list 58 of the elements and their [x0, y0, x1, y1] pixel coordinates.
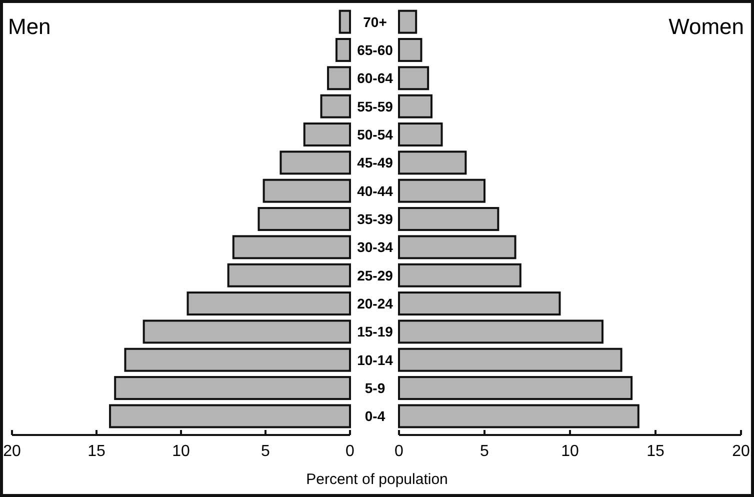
x-tick-label: 5 [480, 443, 490, 460]
bar [280, 150, 351, 175]
bar [232, 235, 351, 260]
bar [398, 292, 561, 316]
x-axis-title: Percent of population [306, 471, 448, 488]
bar [398, 10, 418, 34]
bar [398, 235, 516, 260]
x-tick-label: 20 [3, 443, 21, 460]
bar [398, 178, 486, 203]
bar [262, 178, 351, 203]
chart-title: Women [668, 14, 744, 39]
y-tick-label: 0-4 [364, 408, 386, 424]
bar [338, 10, 351, 34]
bar [398, 122, 443, 146]
bar [327, 66, 351, 90]
bar [398, 263, 522, 288]
y-tick-label: 70+ [363, 14, 387, 30]
bar [320, 94, 351, 118]
bar [398, 66, 430, 90]
x-tick-label: 15 [646, 443, 664, 460]
x-tick-label: 10 [561, 443, 579, 460]
y-tick-label: 10-14 [357, 352, 394, 368]
x-tick-label: 0 [394, 443, 404, 460]
bar [398, 94, 432, 118]
bar [109, 404, 351, 428]
bar [398, 376, 633, 400]
y-tick-label: 40-44 [357, 182, 394, 199]
bar [303, 122, 351, 146]
y-tick-label: 45-49 [357, 154, 394, 171]
bar [258, 207, 351, 231]
y-tick-label: 25-29 [357, 267, 394, 284]
bar [398, 150, 467, 175]
y-tick-label: 30-34 [357, 239, 394, 256]
y-tick-label: 65-60 [357, 42, 394, 58]
x-tick-label: 5 [261, 443, 270, 460]
y-tick-label: 55-59 [357, 98, 394, 114]
y-tick-label: 60-64 [357, 70, 394, 86]
y-tick-label: 15-19 [357, 324, 394, 340]
x-tick-label: 0 [346, 443, 355, 460]
bar [398, 404, 640, 428]
bar [124, 348, 351, 372]
bar [398, 348, 622, 372]
bar [142, 320, 351, 344]
y-tick-label: 5-9 [364, 380, 386, 396]
bar [398, 320, 604, 344]
x-tick-label: 15 [88, 443, 106, 460]
bar [335, 38, 351, 62]
bar [227, 263, 351, 288]
y-tick-label: 20-24 [357, 296, 394, 312]
bar [398, 207, 500, 231]
x-tick-label: 10 [172, 443, 190, 460]
x-tick-label: 20 [732, 443, 750, 460]
bar [186, 292, 351, 316]
y-tick-label: 50-54 [357, 126, 394, 142]
bar [398, 38, 422, 62]
chart-title: Men [8, 14, 51, 39]
y-tick-label: 35-39 [357, 211, 394, 227]
bar [114, 376, 351, 400]
